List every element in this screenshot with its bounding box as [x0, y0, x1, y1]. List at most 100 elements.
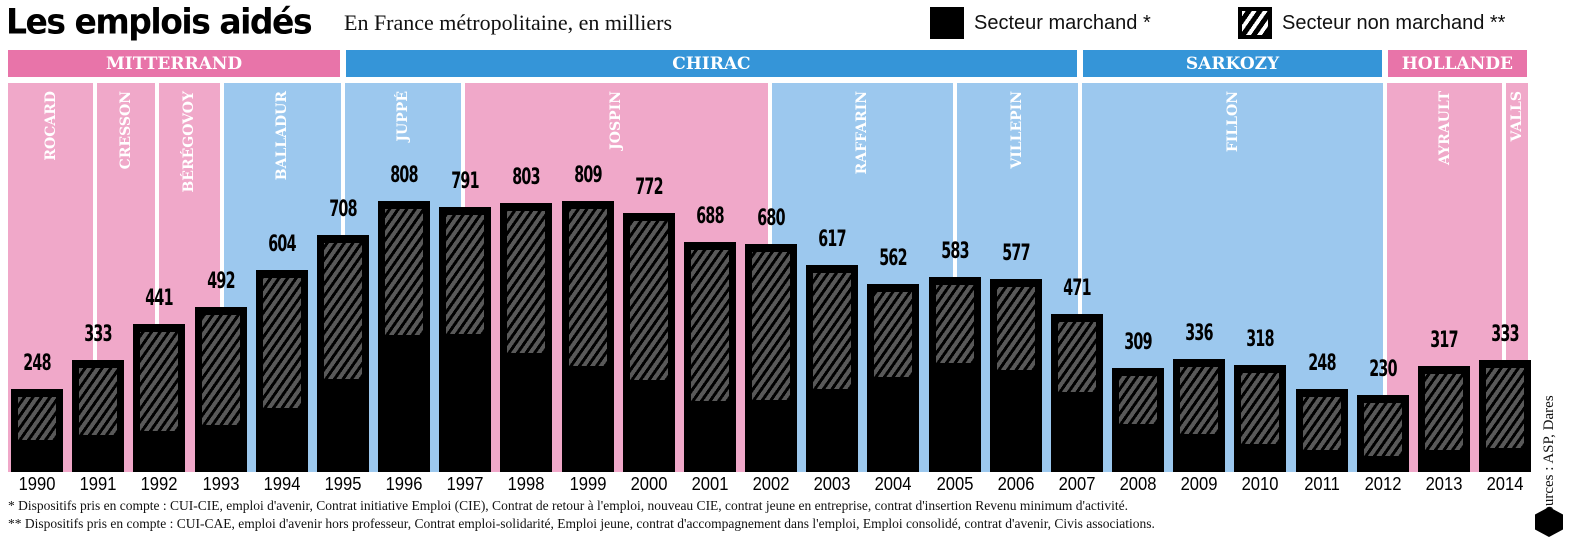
- value-label: 309: [1124, 330, 1152, 356]
- bar-non-marchand-2008: [1119, 376, 1158, 425]
- year-label: 1994: [263, 474, 301, 494]
- value-label: 791: [451, 169, 479, 194]
- bar-1990: [11, 388, 63, 472]
- year-label: 2002: [752, 474, 790, 494]
- bar-non-marchand-2000: [629, 221, 668, 380]
- footnote-non-marchand: ** Dispositifs pris en compte : CUI-CAE,…: [8, 516, 1155, 531]
- year-label: 1997: [446, 474, 484, 494]
- year-label: 2011: [1303, 474, 1340, 494]
- value-label: 333: [1491, 322, 1519, 348]
- bar-2006: [989, 278, 1042, 472]
- bar-2013: [1417, 365, 1470, 472]
- bar-non-marchand-2011: [1302, 396, 1341, 451]
- legend-non-marchand: Secteur non marchand **: [1238, 7, 1505, 39]
- value-label: 492: [206, 269, 235, 295]
- prime-minister-label: AYRAULT: [1436, 91, 1453, 165]
- chart-title: Les emplois aidés: [6, 1, 313, 42]
- year-label: 2005: [936, 474, 973, 494]
- president-band: CHIRAC: [345, 50, 1077, 77]
- value-label: 604: [267, 231, 296, 257]
- bar-1994: [255, 269, 308, 472]
- bar-non-marchand-1992: [140, 332, 179, 432]
- year-label: 2007: [1058, 474, 1096, 494]
- year-label: 2014: [1486, 474, 1524, 494]
- bar-non-marchand-1999: [568, 208, 607, 367]
- bar-1997: [439, 207, 492, 472]
- year-label: 2008: [1119, 474, 1157, 494]
- president-band: HOLLANDE: [1388, 50, 1527, 77]
- legend-non-marchand-label: Secteur non marchand **: [1282, 11, 1506, 34]
- value-label: 617: [818, 227, 846, 253]
- value-label: 688: [696, 203, 724, 229]
- year-label: 2009: [1180, 474, 1218, 494]
- year-label: 2012: [1364, 474, 1402, 494]
- bar-non-marchand-1995: [323, 242, 362, 379]
- bar-non-marchand-2014: [1486, 368, 1525, 449]
- bar-non-marchand-2004: [874, 291, 913, 377]
- bar-non-marchand-2001: [690, 249, 729, 402]
- prime-minister-label: ROCARD: [42, 91, 59, 161]
- year-label: 2000: [630, 474, 668, 494]
- bar-2003: [806, 265, 859, 472]
- bar-2007: [1050, 314, 1103, 472]
- bar-2014: [1479, 360, 1532, 472]
- bar-1991: [72, 360, 125, 472]
- publisher-logo: [1535, 507, 1563, 537]
- bar-non-marchand-2002: [752, 252, 791, 401]
- year-label: 1991: [79, 474, 117, 494]
- source-note: Sources : ASP, Dares: [1541, 395, 1557, 522]
- prime-minister-label: FILLON: [1224, 91, 1241, 153]
- prime-minister-label: VILLEPIN: [1009, 91, 1026, 169]
- year-label: 1996: [385, 474, 423, 494]
- bar-non-marchand-2010: [1241, 373, 1280, 445]
- bar-non-marchand-1991: [79, 368, 118, 436]
- bar-non-marchand-1998: [507, 210, 546, 353]
- prime-minister-label: RAFFARIN: [854, 91, 871, 175]
- year-label: 1998: [507, 474, 545, 494]
- bar-non-marchand-2005: [935, 284, 974, 363]
- footnote-marchand: * Dispositifs pris en compte : CUI-CIE, …: [8, 498, 1129, 513]
- legend-marchand-label: Secteur marchand *: [974, 11, 1151, 34]
- value-label: 577: [1001, 240, 1030, 266]
- value-label: 772: [634, 175, 663, 201]
- value-label: 562: [879, 245, 908, 271]
- year-label: 1992: [140, 474, 178, 494]
- value-label: 441: [145, 286, 174, 312]
- bar-non-marchand-2007: [1057, 322, 1096, 392]
- prime-minister-label: BÉRÉGOVOY: [181, 91, 198, 193]
- prime-minister-label: BALLADUR: [274, 91, 291, 181]
- bar-non-marchand-2012: [1363, 402, 1402, 457]
- president-band: MITTERRAND: [8, 50, 340, 77]
- year-label: 2004: [874, 474, 912, 494]
- value-label: 803: [512, 164, 541, 190]
- bar-2011: [1295, 388, 1348, 472]
- bar-non-marchand-2009: [1180, 367, 1219, 435]
- bar-2008: [1112, 368, 1165, 472]
- bar-2012: [1356, 394, 1409, 472]
- year-label: 2006: [997, 474, 1035, 494]
- president-band: SARKOZY: [1082, 50, 1383, 77]
- bar-2002: [745, 244, 798, 472]
- value-label: 230: [1368, 356, 1397, 382]
- bar-non-marchand-2013: [1424, 373, 1463, 451]
- value-label: 333: [84, 322, 112, 348]
- legend-solid-swatch: [930, 7, 964, 39]
- bar-1993: [194, 307, 247, 472]
- value-label: 583: [940, 238, 969, 264]
- year-label: 1995: [324, 474, 362, 494]
- bar-non-marchand-1997: [446, 215, 485, 334]
- value-label: 471: [1063, 276, 1091, 302]
- prime-minister-label: JUPPÉ: [394, 91, 411, 142]
- bar-2001: [683, 241, 736, 472]
- value-label: 248: [23, 350, 51, 376]
- year-label: 1999: [569, 474, 606, 494]
- bar-2005: [928, 276, 981, 472]
- bar-1996: [378, 201, 431, 472]
- value-label: 318: [1246, 327, 1275, 353]
- year-label: 2010: [1241, 474, 1279, 494]
- value-label: 317: [1430, 327, 1458, 353]
- bar-non-marchand-1990: [18, 396, 56, 441]
- year-label: 1993: [202, 474, 239, 494]
- value-label: 336: [1185, 321, 1214, 347]
- bar-1992: [133, 324, 186, 472]
